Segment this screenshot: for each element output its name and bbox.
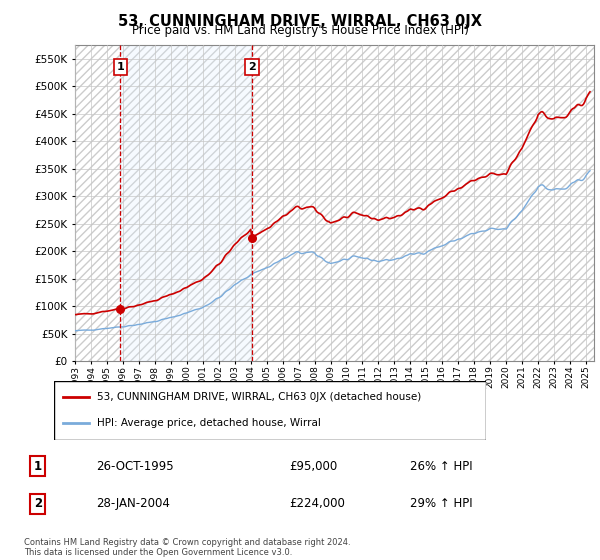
Text: 2: 2	[248, 62, 256, 72]
Text: 28-JAN-2004: 28-JAN-2004	[96, 497, 170, 510]
Text: £95,000: £95,000	[289, 460, 337, 473]
Text: 26% ↑ HPI: 26% ↑ HPI	[410, 460, 473, 473]
Text: 1: 1	[116, 62, 124, 72]
Text: £224,000: £224,000	[289, 497, 345, 510]
Text: 1: 1	[34, 460, 42, 473]
Bar	[120, 45, 252, 361]
Text: HPI: Average price, detached house, Wirral: HPI: Average price, detached house, Wirr…	[97, 418, 321, 428]
Text: Contains HM Land Registry data © Crown copyright and database right 2024.
This d: Contains HM Land Registry data © Crown c…	[24, 538, 350, 557]
Text: 29% ↑ HPI: 29% ↑ HPI	[410, 497, 473, 510]
Text: 26-OCT-1995: 26-OCT-1995	[96, 460, 173, 473]
Text: 53, CUNNINGHAM DRIVE, WIRRAL, CH63 0JX (detached house): 53, CUNNINGHAM DRIVE, WIRRAL, CH63 0JX (…	[97, 392, 421, 402]
Text: Price paid vs. HM Land Registry's House Price Index (HPI): Price paid vs. HM Land Registry's House …	[131, 24, 469, 37]
Text: 2: 2	[34, 497, 42, 510]
Text: 53, CUNNINGHAM DRIVE, WIRRAL, CH63 0JX: 53, CUNNINGHAM DRIVE, WIRRAL, CH63 0JX	[118, 14, 482, 29]
